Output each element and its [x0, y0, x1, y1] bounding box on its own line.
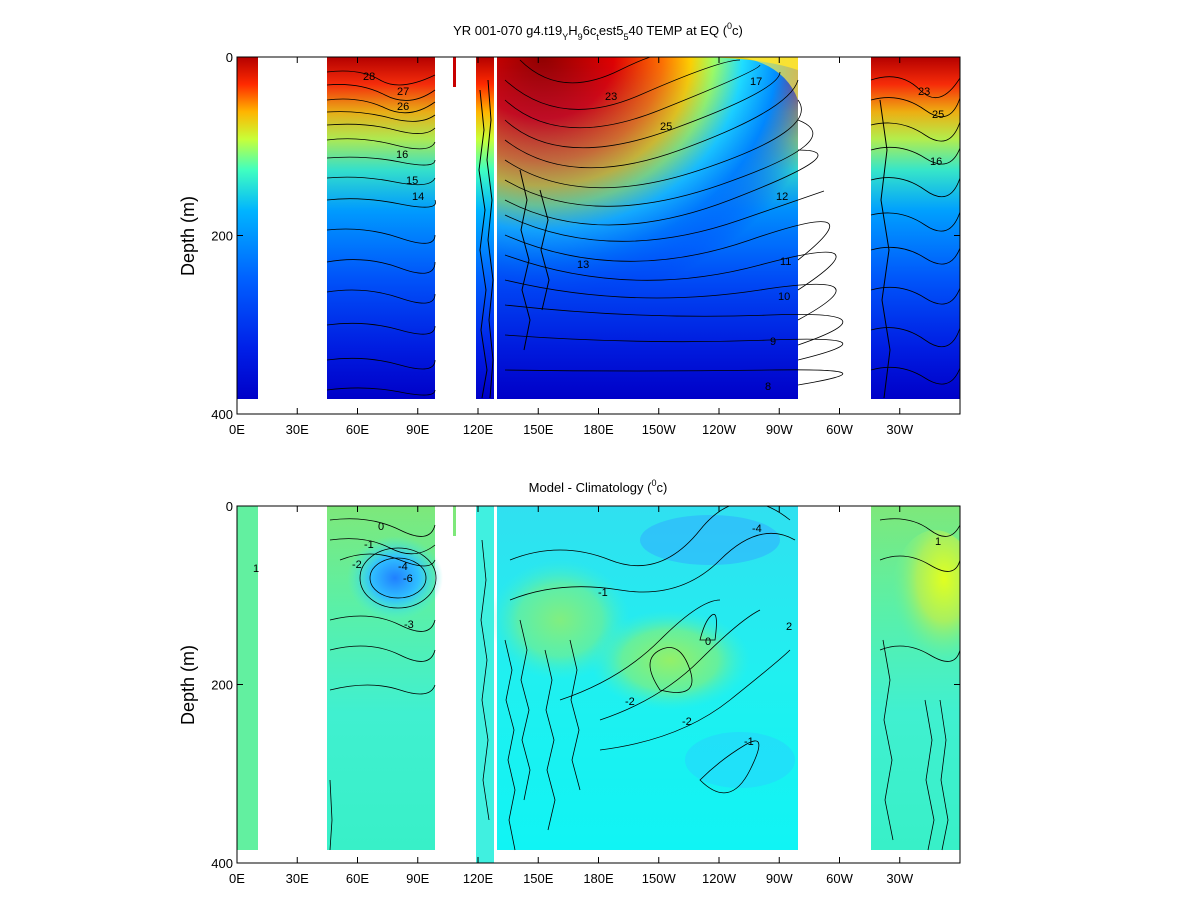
- contour-label: 14: [412, 191, 424, 203]
- contour-label: -1: [364, 539, 374, 551]
- contour-label: 12: [776, 191, 788, 203]
- x-tick-label: 120E: [463, 871, 494, 886]
- y-tick-label: 0: [226, 50, 233, 65]
- temperature-y-ticks: 0 200 400: [211, 50, 960, 422]
- contour-label: -4: [398, 561, 408, 573]
- contour-label: -3: [404, 619, 414, 631]
- x-tick-label: 150W: [642, 871, 677, 886]
- temperature-field: [237, 57, 960, 399]
- x-tick-label: 150E: [523, 422, 554, 437]
- contour-label: 25: [660, 121, 672, 133]
- x-tick-label: 90E: [406, 422, 429, 437]
- contour-label: 13: [577, 259, 589, 271]
- x-tick-label: 150E: [523, 871, 554, 886]
- x-tick-label: 120W: [702, 871, 737, 886]
- x-tick-label: 90E: [406, 871, 429, 886]
- contour-label: 11: [780, 256, 791, 268]
- contour-label: 1: [253, 563, 259, 575]
- temperature-panel-title: YR 001-070 g4.t19YH96ctest5540 TEMP at E…: [453, 21, 743, 42]
- contours-maritime: [478, 79, 891, 399]
- x-tick-label: 30E: [286, 422, 309, 437]
- contour-label: 1: [935, 536, 941, 548]
- anomaly-block-maritime: [476, 506, 494, 863]
- x-tick-label: 60E: [346, 871, 369, 886]
- x-tick-label: 90W: [766, 871, 793, 886]
- contour-label: 25: [932, 109, 944, 121]
- contour-label: 16: [930, 156, 942, 168]
- contour-label: 23: [918, 86, 930, 98]
- contour-label: 0: [705, 636, 711, 648]
- contour-label: 10: [778, 291, 790, 303]
- x-tick-label: 60W: [826, 871, 853, 886]
- contours-atlantic: [870, 76, 960, 385]
- anomaly-panel: Model - Climatology (0c): [178, 478, 961, 886]
- x-tick-label: 150W: [642, 422, 677, 437]
- anomaly-panel-title: Model - Climatology (0c): [529, 478, 668, 495]
- contour-label: 26: [397, 101, 409, 113]
- x-tick-label: 60W: [826, 422, 853, 437]
- contours-indian: [326, 70, 436, 396]
- x-tick-label: 120W: [702, 422, 737, 437]
- contour-label: 27: [397, 86, 409, 98]
- x-tick-label: 30E: [286, 871, 309, 886]
- x-tick-label: 0E: [229, 422, 245, 437]
- x-tick-label: 30W: [886, 871, 913, 886]
- x-tick-label: 0E: [229, 871, 245, 886]
- contour-label: 0: [378, 521, 384, 533]
- temperature-y-axis-label: Depth (m): [178, 196, 198, 276]
- contour-label: 16: [396, 149, 408, 161]
- contour-label: -4: [752, 523, 762, 535]
- contour-label: 8: [765, 381, 771, 393]
- x-tick-label: 30W: [886, 422, 913, 437]
- x-tick-label: 60E: [346, 422, 369, 437]
- ocean-block-sliver: [453, 57, 456, 87]
- temperature-panel: YR 001-070 g4.t19YH96ctest5540 TEMP at E…: [178, 21, 961, 437]
- anomaly-contours: [329, 506, 960, 851]
- temperature-contour-labels: 28 27 26 23 25 17 16 15 14 13 12 11 10 9…: [363, 71, 944, 393]
- x-tick-label: 120E: [463, 422, 494, 437]
- x-tick-label: 180E: [583, 871, 614, 886]
- x-tick-label: 90W: [766, 422, 793, 437]
- ocean-block-atlantic-east: [237, 57, 258, 399]
- contour-label: -2: [625, 696, 635, 708]
- contour-label: 28: [363, 71, 375, 83]
- contour-label: -6: [403, 573, 413, 585]
- y-tick-label: 400: [211, 407, 233, 422]
- contour-label: 17: [750, 76, 762, 88]
- y-tick-label: 0: [226, 499, 233, 514]
- contour-label: 9: [770, 336, 776, 348]
- anomaly-field: [237, 506, 960, 863]
- anomaly-contour-labels: 0 -1 -2 -3 -4 -6 1 2 -4 -2 0 -1 1 -2 -1: [253, 521, 941, 748]
- y-tick-label: 200: [211, 229, 233, 244]
- y-tick-label: 400: [211, 856, 233, 871]
- anomaly-block-atlantic-east: [237, 506, 258, 850]
- contours-pacific: [504, 57, 844, 386]
- contour-label: 15: [406, 175, 418, 187]
- contour-label: 23: [605, 91, 617, 103]
- anomaly-y-axis-label: Depth (m): [178, 645, 198, 725]
- y-tick-label: 200: [211, 678, 233, 693]
- contour-label: -1: [598, 587, 608, 599]
- contour-label: -2: [682, 716, 692, 728]
- x-tick-label: 180E: [583, 422, 614, 437]
- anomaly-x-ticks: 0E 30E 60E 90E 120E 150E 180E 150W 120W 90W 60W 30W: [229, 506, 914, 886]
- contour-label: -2: [352, 559, 362, 571]
- temperature-x-ticks: 0E 30E 60E 90E 120E 150E 180E 150W 120W 90W 60W 30W: [229, 57, 914, 437]
- contour-label: 2: [786, 621, 792, 633]
- contour-label: -1: [744, 736, 754, 748]
